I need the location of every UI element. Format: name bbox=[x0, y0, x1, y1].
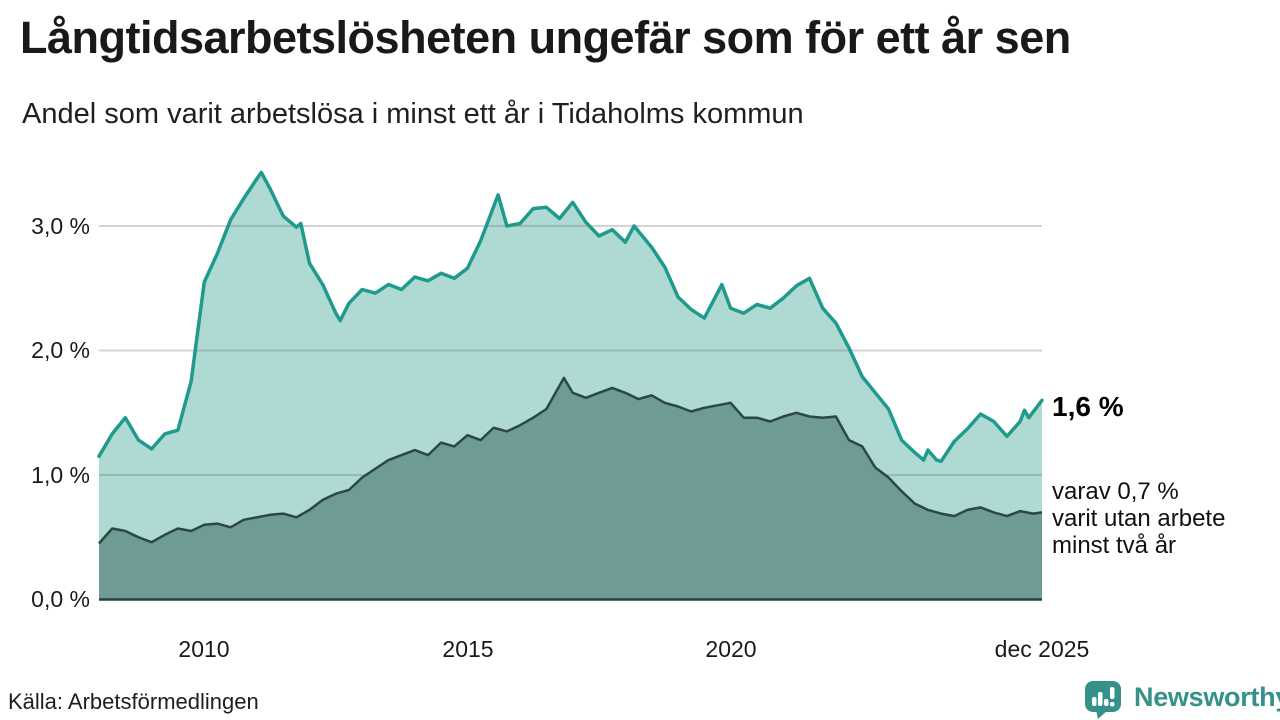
x-axis-tick-dec-2025: dec 2025 bbox=[994, 636, 1090, 662]
area-unemployed-2yr bbox=[99, 377, 1042, 600]
x-axis-tick-2010: 2010 bbox=[178, 636, 230, 662]
x-axis-tick-2015: 2015 bbox=[442, 636, 494, 662]
secondary-series-annotation: varav 0,7 % varit utan arbete minst två … bbox=[1052, 478, 1225, 559]
newsworthy-brand: Newsworthy bbox=[1084, 680, 1280, 720]
newsworthy-brand-text: Newsworthy bbox=[1134, 682, 1280, 712]
annotation-line-2: varit utan arbete bbox=[1052, 505, 1226, 532]
page-title: Långtidsarbetslösheten ungefär som för e… bbox=[20, 12, 1071, 63]
y-axis-tick-1: 1,0 % bbox=[31, 462, 90, 488]
series-end-value-label: 1,6 % bbox=[1052, 391, 1124, 422]
line-unemployed-1yr bbox=[97, 170, 1044, 464]
page-subtitle: Andel som varit arbetslösa i minst ett å… bbox=[22, 98, 804, 130]
x-axis-tick-2020: 2020 bbox=[705, 636, 757, 662]
y-axis-tick-3: 3,0 % bbox=[31, 213, 90, 239]
y-axis-tick-0: 0,0 % bbox=[31, 586, 90, 612]
annotation-line-3: minst två år bbox=[1052, 532, 1177, 559]
source-credit: Källa: Arbetsförmedlingen bbox=[8, 689, 259, 714]
line-unemployed-2yr bbox=[98, 376, 1043, 545]
annotation-line-1: varav 0,7 % bbox=[1052, 478, 1179, 505]
newsworthy-logo-icon bbox=[1085, 681, 1121, 719]
y-axis-tick-2: 2,0 % bbox=[31, 337, 90, 363]
